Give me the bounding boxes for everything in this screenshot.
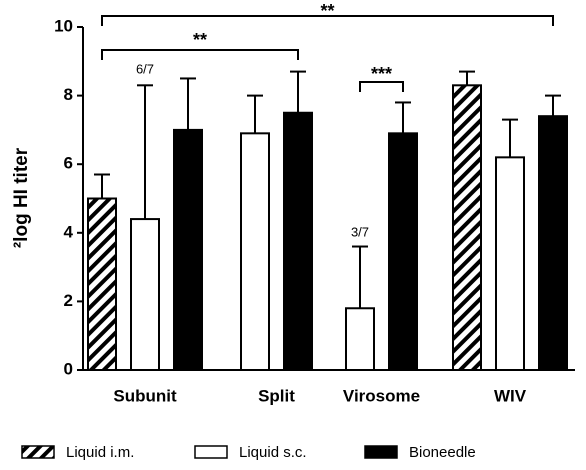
- legend-label: Liquid i.m.: [66, 444, 134, 461]
- bar: [240, 132, 270, 371]
- annotation: **: [193, 30, 207, 50]
- bar: [130, 218, 160, 371]
- x-tick-label: Split: [258, 386, 295, 405]
- bar: [87, 197, 117, 371]
- bar: [283, 111, 313, 371]
- bar: [495, 156, 525, 371]
- x-tick-label: Virosome: [343, 386, 420, 405]
- bar: [538, 115, 568, 372]
- annotation: 6/7: [136, 61, 154, 76]
- legend-label: Liquid s.c.: [239, 444, 307, 461]
- y-tick-label: 0: [64, 359, 73, 378]
- y-tick-label: 2: [64, 291, 73, 310]
- legend-label: Bioneedle: [409, 444, 476, 461]
- bar: [452, 84, 482, 371]
- legend-swatch: [364, 445, 398, 459]
- legend-swatch: [194, 445, 228, 459]
- legend-swatch: [21, 445, 55, 459]
- annotation: **: [320, 1, 334, 21]
- annotation: ***: [371, 64, 392, 84]
- bar: [173, 128, 203, 371]
- y-tick-label: 4: [64, 222, 74, 241]
- x-tick-label: WIV: [494, 386, 527, 405]
- y-axis-label: ²log HI titer: [11, 147, 32, 248]
- significance-bracket: [359, 81, 404, 92]
- annotation: 3/7: [351, 224, 369, 239]
- y-tick-label: 6: [64, 154, 73, 173]
- y-tick-label: 10: [54, 16, 73, 35]
- significance-bracket: [101, 49, 299, 60]
- bar: [388, 132, 418, 371]
- x-tick-label: Subunit: [113, 386, 177, 405]
- significance-bracket: [101, 15, 554, 26]
- bar: [345, 307, 375, 372]
- y-tick-label: 8: [64, 85, 73, 104]
